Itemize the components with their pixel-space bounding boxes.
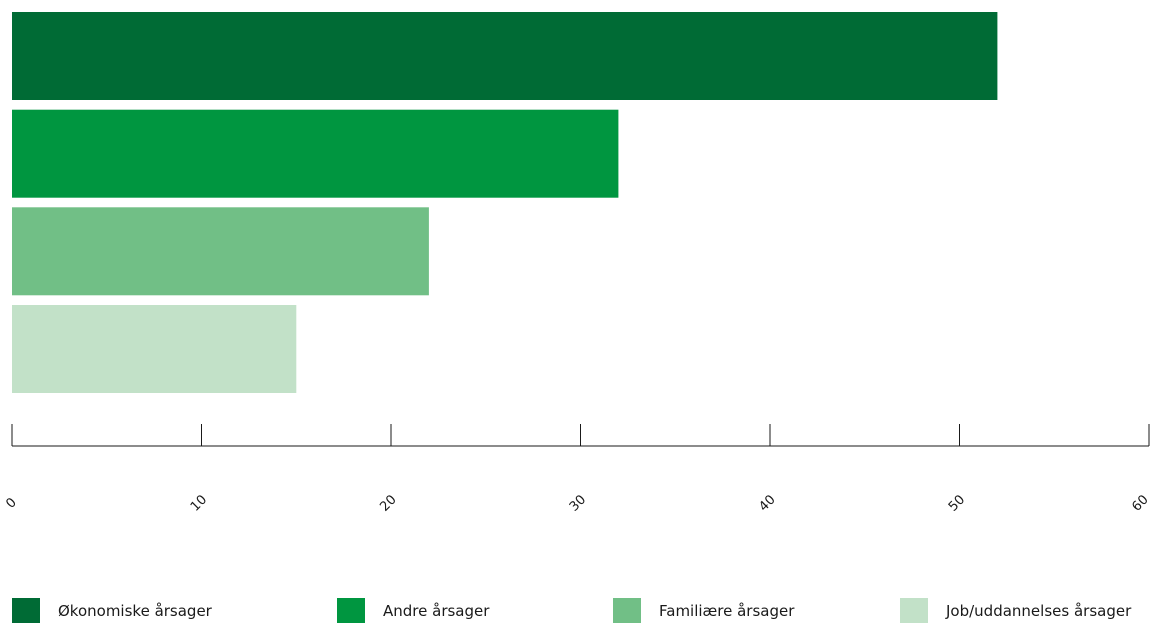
legend: Økonomiske årsager Andre årsager Familiæ… (0, 598, 1169, 623)
bar-2 (12, 109, 619, 198)
legend-label-andre: Andre årsager (383, 601, 490, 620)
x-tick-label-50: 50 (946, 492, 968, 514)
bar-chart: 0 10 20 30 40 50 60 (3, 12, 1152, 515)
x-tick-label-0: 0 (3, 495, 19, 511)
legend-item-job-uddannelse: Job/uddannelses årsager (900, 598, 1131, 623)
x-tick-label-60: 60 (1129, 492, 1151, 514)
x-tick-label-40: 40 (756, 492, 778, 514)
x-tick-label-10: 10 (188, 492, 210, 514)
legend-item-okonomiske: Økonomiske årsager (12, 598, 212, 623)
legend-item-andre: Andre årsager (337, 598, 489, 623)
bars-group (12, 12, 998, 393)
x-tick-label-30: 30 (567, 492, 589, 514)
legend-label-okonomiske: Økonomiske årsager (58, 601, 212, 620)
x-axis: 0 10 20 30 40 50 60 (3, 424, 1152, 515)
legend-label-job-uddannelse: Job/uddannelses årsager (946, 601, 1132, 620)
legend-swatch-job-uddannelse (900, 598, 928, 623)
bar-4 (12, 305, 297, 393)
legend-item-familiaere: Familiære årsager (613, 598, 794, 623)
legend-swatch-andre (337, 598, 365, 623)
legend-swatch-okonomiske (12, 598, 40, 623)
x-tick-label-20: 20 (377, 492, 399, 514)
bar-1 (12, 12, 998, 100)
bar-3 (12, 207, 429, 296)
legend-label-familiaere: Familiære årsager (659, 601, 795, 620)
legend-swatch-familiaere (613, 598, 641, 623)
